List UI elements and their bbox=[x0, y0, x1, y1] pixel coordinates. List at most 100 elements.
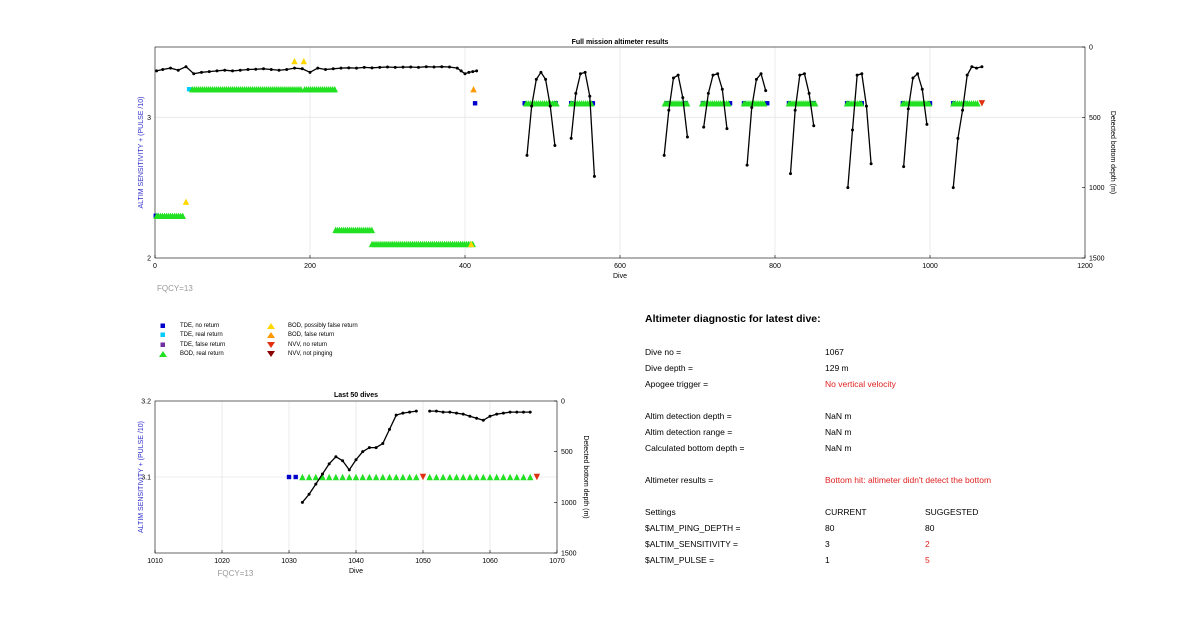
x-tick-label: 200 bbox=[304, 263, 316, 270]
depth-point bbox=[802, 72, 806, 76]
legend-symbol bbox=[160, 323, 165, 328]
legend-label: TDE, real return bbox=[180, 332, 223, 338]
depth-point bbox=[459, 69, 463, 73]
x-tick-label: 1020 bbox=[214, 558, 230, 565]
bod-real-return-marker bbox=[500, 473, 507, 481]
legend: TDE, no return TDE, real return TDE, false… bbox=[158, 321, 418, 363]
bod-real-return-marker bbox=[179, 212, 186, 219]
depth-point bbox=[956, 136, 960, 140]
depth-profile-dive-group bbox=[703, 72, 728, 129]
depth-point bbox=[468, 414, 472, 418]
depth-point bbox=[238, 68, 242, 72]
setting-label: $ALTIM_SENSITIVITY = bbox=[645, 539, 738, 549]
legend-symbol-shape bbox=[159, 351, 167, 357]
diag-label: Altim detection range = bbox=[645, 427, 733, 437]
depth-point bbox=[386, 65, 389, 69]
depth-point bbox=[341, 459, 345, 463]
depth-point bbox=[184, 65, 188, 69]
legend-symbol-shape bbox=[160, 342, 165, 347]
legend-symbol-shape bbox=[160, 332, 165, 337]
diag-row-altim-detection-depth: Altim detection depth = NaN m bbox=[645, 411, 1165, 423]
depth-point bbox=[864, 104, 868, 108]
depth-point bbox=[534, 77, 538, 81]
setting-label: $ALTIM_PULSE = bbox=[645, 555, 715, 565]
depth-point bbox=[754, 77, 758, 81]
legend-symbol-shape bbox=[267, 351, 275, 357]
depth-point bbox=[308, 70, 312, 74]
depth-point bbox=[720, 87, 724, 91]
y2-tick-label: 1500 bbox=[561, 551, 577, 558]
legend-symbol bbox=[267, 322, 275, 329]
depth-point bbox=[539, 70, 543, 74]
tde-no-return-marker bbox=[765, 101, 770, 106]
legend-symbol-shape bbox=[267, 322, 275, 329]
depth-point bbox=[544, 77, 548, 81]
nvv-no-return-marker bbox=[419, 473, 427, 481]
depth-point bbox=[367, 446, 371, 450]
depth-point bbox=[911, 76, 915, 80]
depth-point bbox=[525, 153, 529, 157]
legend-label: BOD, false return bbox=[288, 332, 335, 338]
depth-point bbox=[401, 411, 405, 415]
bod-real-return-marker bbox=[925, 100, 933, 107]
bod-real-return-marker bbox=[811, 100, 819, 107]
depth-point bbox=[970, 65, 974, 69]
x-tick-label: 400 bbox=[459, 263, 471, 270]
diag-value: 1067 bbox=[825, 347, 844, 357]
depth-profile-recent bbox=[429, 410, 531, 421]
bod-real-return-marker bbox=[553, 100, 560, 107]
y2-tick-label: 0 bbox=[1089, 45, 1093, 52]
depth-point bbox=[424, 65, 428, 69]
depth-point bbox=[355, 66, 358, 70]
depth-point bbox=[975, 66, 978, 70]
x-tick-label: 1010 bbox=[147, 558, 163, 565]
y2-axis-label: Detected bottom depth (m) bbox=[1109, 111, 1116, 194]
depth-point bbox=[501, 411, 505, 415]
bod-real-return-marker bbox=[460, 473, 467, 481]
x-tick-label: 1030 bbox=[281, 558, 297, 565]
chart-title: Last 50 dives bbox=[334, 392, 378, 399]
depth-point bbox=[434, 409, 438, 413]
bod-real-return-marker bbox=[346, 473, 353, 481]
y-tick-label: 3.1 bbox=[141, 475, 151, 482]
bod-real-return-marker bbox=[480, 473, 487, 481]
depth-point bbox=[324, 68, 327, 72]
diag-value: NaN m bbox=[825, 427, 852, 437]
depth-point bbox=[846, 186, 850, 190]
depth-point bbox=[583, 70, 587, 74]
tde-no-return-marker bbox=[286, 474, 292, 480]
y2-tick-label: 0 bbox=[561, 399, 565, 406]
depth-point bbox=[155, 69, 159, 73]
depth-point bbox=[169, 66, 172, 70]
legend-symbol-shape bbox=[267, 341, 275, 348]
bod-possibly-false-return-marker bbox=[182, 198, 190, 205]
y-axis-label: ALTIM SENSITIVITY + (PULSE /10) bbox=[138, 421, 145, 533]
legend-item: BOD, false return bbox=[266, 331, 334, 340]
legend-symbol bbox=[267, 332, 275, 338]
depth-point bbox=[860, 72, 864, 76]
x-tick-label: 1200 bbox=[1077, 263, 1093, 270]
depth-point bbox=[475, 69, 479, 73]
diag-value: NaN m bbox=[825, 443, 852, 453]
bod-real-return-marker bbox=[366, 473, 373, 481]
x-tick-label: 1060 bbox=[482, 558, 498, 565]
nvv-no-return-marker bbox=[533, 473, 541, 481]
bod-real-return-marker bbox=[379, 473, 386, 481]
depth-point bbox=[428, 409, 432, 413]
legend-symbol bbox=[267, 341, 275, 348]
legend-label: BOD, possibly false return bbox=[288, 322, 358, 329]
legend-item: NVV, no return bbox=[266, 340, 327, 349]
x-tick-label: 1070 bbox=[549, 558, 565, 565]
legend-item: BOD, possibly false return bbox=[266, 321, 358, 330]
depth-point bbox=[528, 410, 532, 414]
depth-point bbox=[716, 72, 720, 76]
settings-label: Settings bbox=[645, 507, 676, 517]
depth-point bbox=[467, 70, 471, 74]
bod-real-return-marker bbox=[453, 473, 460, 481]
y-tick-label: 3.2 bbox=[141, 399, 151, 406]
setting-suggested: 80 bbox=[925, 523, 935, 533]
depth-point bbox=[215, 69, 219, 73]
legend-item: BOD, real return bbox=[158, 350, 224, 359]
depth-point bbox=[508, 410, 512, 414]
diag-row-dive-depth: Dive depth = 129 m bbox=[645, 363, 1165, 375]
